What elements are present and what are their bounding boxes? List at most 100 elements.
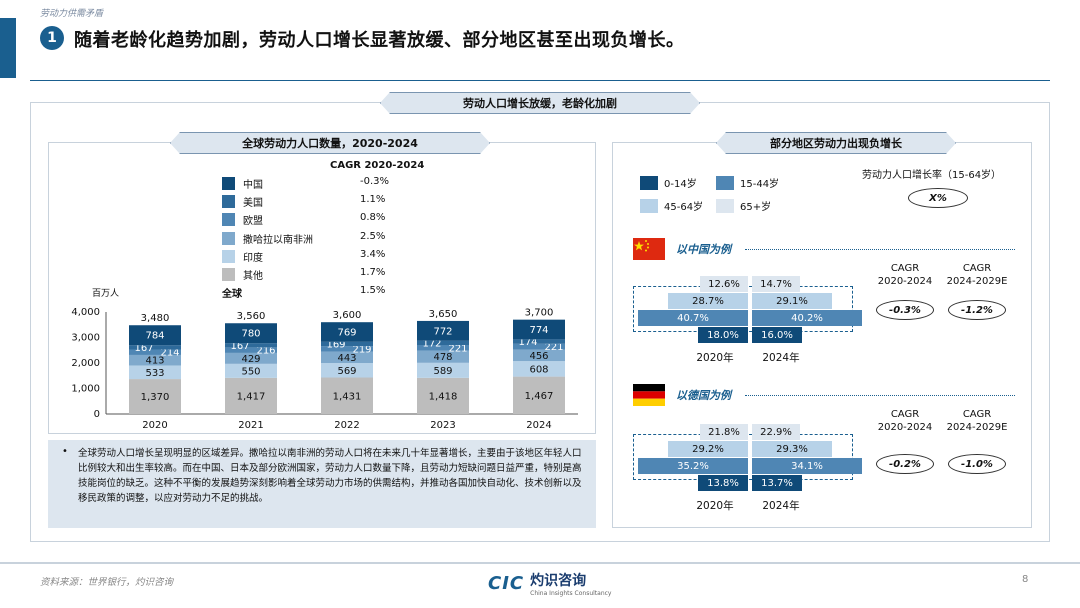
bar-segment bbox=[417, 320, 469, 341]
bar-value-label: 478 bbox=[433, 352, 452, 363]
germany-flag-icon bbox=[633, 384, 665, 406]
section-tag: 劳动力供需矛盾 bbox=[40, 9, 104, 19]
legend-swatch bbox=[222, 195, 235, 209]
bar-segment bbox=[513, 361, 565, 377]
note-text: 全球劳动人口增长呈现明显的区域差异。撒哈拉以南非洲的劳动人口将在未来几十年显著增… bbox=[78, 448, 582, 504]
main-banner: 劳动人口增长放缓，老龄化加剧 bbox=[380, 92, 700, 114]
legend-cagr-value: 3.4% bbox=[360, 248, 386, 260]
legend-swatch bbox=[222, 249, 235, 263]
growth-label: 劳动力人口增长率（15-64岁） bbox=[862, 170, 1002, 181]
bar-segment bbox=[321, 351, 373, 363]
accent-bar bbox=[0, 18, 16, 78]
bar-value-label: 443 bbox=[337, 353, 356, 364]
bar-value-label: 1,467 bbox=[525, 391, 554, 402]
legend-cagr-value: 2.5% bbox=[360, 230, 386, 242]
pyramid-bar: 34.1% bbox=[752, 458, 862, 474]
total-cagr: 1.5% bbox=[360, 285, 386, 296]
bar-value-label: 219 bbox=[352, 344, 371, 355]
pyramid-bar: 13.7% bbox=[752, 475, 802, 491]
x-tick-label: 2020 bbox=[142, 420, 167, 431]
y-tick-label: 2,000 bbox=[71, 358, 100, 369]
unit-label: 百万人 bbox=[92, 289, 120, 299]
legend-label: 撒哈拉以南非洲 bbox=[243, 234, 313, 246]
legend-label: 65+岁 bbox=[740, 202, 772, 213]
bar-value-label: 780 bbox=[241, 329, 260, 340]
pyramid-year-label: 2020年 bbox=[696, 352, 734, 364]
legend-label: 其他 bbox=[243, 271, 263, 282]
legend-swatch bbox=[716, 198, 734, 213]
bar-total-label: 3,480 bbox=[141, 313, 170, 324]
bar-total-label: 3,700 bbox=[525, 308, 554, 319]
legend-label: 中国 bbox=[243, 180, 263, 191]
germany-label: 以德国为例 bbox=[676, 389, 731, 402]
total-label: 全球 bbox=[222, 289, 242, 300]
x-tick-label: 2024 bbox=[526, 420, 551, 431]
right-legend-item: 0-14岁 bbox=[640, 175, 697, 190]
legend-swatch bbox=[640, 198, 658, 213]
china-dotted-rule bbox=[745, 249, 1015, 250]
germany-cagr-col2-header: CAGR 2024-2029E bbox=[946, 409, 1008, 433]
bar-value-label: 533 bbox=[145, 368, 164, 379]
bar-segment bbox=[225, 352, 277, 364]
china-cagr2-pill: -1.2% bbox=[948, 300, 1006, 320]
right-panel-title: 部分地区劳动力出现负增长 bbox=[716, 132, 956, 154]
pyramid-bar: 29.3% bbox=[752, 441, 832, 457]
legend-cagr-value: -0.3% bbox=[360, 176, 390, 187]
bar-value-label: 214 bbox=[160, 348, 179, 359]
bar-segment bbox=[225, 377, 277, 414]
bar-segment bbox=[225, 323, 277, 344]
legend-swatch bbox=[716, 175, 734, 190]
bar-value-label: 1,370 bbox=[141, 392, 170, 403]
pyramid-bar: 22.9% bbox=[752, 424, 800, 440]
bar-value-label: 172 bbox=[422, 338, 441, 349]
bar-segment bbox=[129, 345, 181, 350]
bar-value-label: 774 bbox=[529, 325, 548, 336]
bar-segment bbox=[321, 322, 373, 342]
bar-segment bbox=[225, 347, 277, 353]
bar-segment bbox=[417, 350, 469, 363]
legend-swatch bbox=[222, 213, 235, 227]
legend-swatch bbox=[640, 175, 658, 190]
bar-segment bbox=[129, 325, 181, 346]
left-legend-item: 中国 bbox=[222, 176, 263, 191]
bar-value-label: 413 bbox=[145, 356, 164, 367]
pyramid-bar: 18.0% bbox=[698, 327, 748, 343]
germany-cagr2-pill: -1.0% bbox=[948, 454, 1006, 474]
bar-value-label: 221 bbox=[544, 342, 563, 353]
bar-value-label: 429 bbox=[241, 354, 260, 365]
bar-segment bbox=[225, 343, 277, 348]
bar-segment bbox=[225, 363, 277, 378]
bar-segment bbox=[321, 346, 373, 352]
left-legend-item: 撒哈拉以南非洲 bbox=[222, 231, 313, 246]
legend-swatch bbox=[222, 268, 235, 281]
legend-label: 45-64岁 bbox=[664, 202, 704, 213]
bar-segment bbox=[513, 319, 565, 340]
legend-cagr-value: 1.1% bbox=[360, 194, 386, 206]
bar-value-label: 1,418 bbox=[429, 391, 458, 402]
legend-title: CAGR 2020-2024 bbox=[330, 160, 425, 171]
china-cagr1-pill: -0.3% bbox=[876, 300, 934, 320]
number-badge: 1 bbox=[40, 26, 64, 50]
bar-segment bbox=[321, 377, 373, 414]
bar-value-label: 456 bbox=[529, 351, 548, 362]
pyramid-bar: 40.7% bbox=[638, 310, 748, 326]
x-tick-label: 2022 bbox=[334, 420, 359, 431]
y-tick-label: 3,000 bbox=[71, 333, 100, 344]
left-legend-item: 印度 bbox=[222, 249, 263, 264]
left-legend-item: 其他 bbox=[222, 267, 263, 282]
left-legend-item: 欧盟 bbox=[222, 212, 263, 227]
pyramid-year-label: 2024年 bbox=[762, 500, 800, 512]
bar-segment bbox=[417, 344, 469, 351]
bar-value-label: 221 bbox=[448, 343, 467, 354]
bar-segment bbox=[417, 362, 469, 378]
pyramid-year-label: 2024年 bbox=[762, 352, 800, 364]
bar-segment bbox=[513, 339, 565, 344]
bar-value-label: 550 bbox=[241, 366, 260, 377]
legend-swatch bbox=[222, 231, 235, 245]
right-legend-item: 45-64岁 bbox=[640, 198, 703, 213]
pyramid-bar: 13.8% bbox=[698, 475, 748, 491]
bar-value-label: 1,431 bbox=[333, 391, 362, 402]
source-note: 资料来源：世界银行，灼识咨询 bbox=[40, 577, 174, 588]
note-box: • 全球劳动人口增长呈现明显的区域差异。撒哈拉以南非洲的劳动人口将在未来几十年显… bbox=[48, 440, 596, 528]
pyramid-bar: 29.2% bbox=[668, 441, 748, 457]
